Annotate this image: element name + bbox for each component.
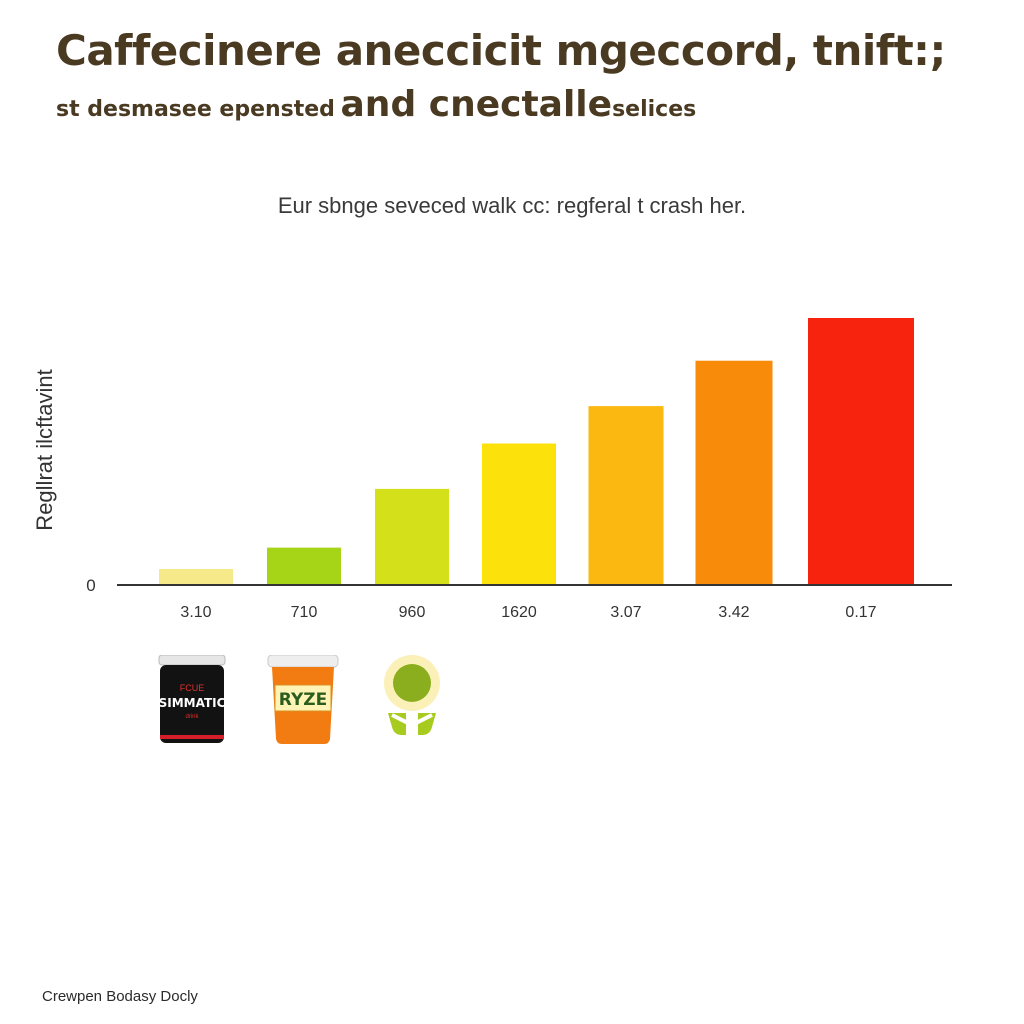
y-axis-label: Regllrat ilcftavint	[32, 369, 57, 530]
y-tick-label: 0	[86, 576, 95, 595]
bar-5	[695, 360, 773, 585]
x-tick-label: 3.42	[718, 604, 749, 621]
can-label-bottom: drink	[185, 714, 199, 720]
x-tick-label: 0.17	[845, 604, 876, 621]
bar-3	[482, 443, 556, 585]
bars-group	[159, 318, 914, 585]
subtitle-small: st desmasee epensted	[56, 97, 335, 122]
bar-0	[159, 568, 233, 585]
bar-2	[375, 488, 449, 585]
bar-6	[808, 318, 914, 585]
x-tick-label: 960	[399, 604, 426, 621]
page-title: Caffecinere aneccicit mgeccord, tnift:;	[56, 26, 946, 75]
x-tick-label: 3.07	[610, 604, 641, 621]
green-tea-icon	[380, 655, 444, 746]
can-label-top: FCUE	[180, 683, 205, 693]
orange-cup-icon: RYZE	[266, 654, 340, 752]
x-tick-label: 1620	[501, 604, 537, 621]
x-tick-label: 3.10	[180, 604, 211, 621]
cup-label: RYZE	[279, 690, 327, 710]
x-tick-labels: 3.10 710 960 1620 3.07 3.42 0.17	[180, 604, 876, 621]
can-label-main: SIMMATIC	[159, 696, 226, 710]
footer-note: Crewpen Bodasy Docly	[42, 988, 198, 1005]
subtitle-large: and cnectalle	[340, 84, 613, 125]
bar-4	[588, 406, 664, 585]
page-subtitle: st desmasee epensted and cnectalleselice…	[56, 84, 1006, 125]
subtitle-tail: selices	[612, 97, 697, 122]
chart-caption: Eur sbnge seveced walk cc: regferal t cr…	[277, 193, 747, 218]
black-can-icon: FCUE SIMMATIC drink	[156, 654, 228, 752]
bar-chart: 0 Regllrat ilcftavint 3.10 710 960 1620 3.07…	[32, 318, 952, 621]
x-tick-label: 710	[291, 604, 318, 621]
bar-1	[267, 547, 341, 585]
